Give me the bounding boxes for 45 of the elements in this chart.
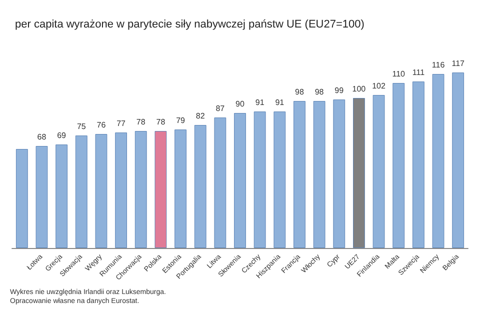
bar: [115, 132, 127, 248]
data-label: 69: [57, 131, 67, 140]
bar: [234, 113, 246, 248]
bar: [75, 136, 88, 248]
bar: [274, 112, 286, 248]
bar: [36, 146, 48, 248]
bar: [294, 101, 306, 248]
data-label: 68: [37, 132, 47, 142]
bar: [412, 82, 424, 248]
data-label: 82: [196, 112, 206, 120]
bar: [313, 101, 326, 248]
bar: [95, 134, 108, 248]
bar: [154, 131, 167, 248]
data-label: 117: [452, 59, 466, 68]
bar: [16, 149, 28, 248]
data-label: 100: [352, 84, 366, 94]
data-label: 102: [372, 82, 386, 90]
bar: [214, 118, 226, 248]
data-label: 110: [392, 70, 406, 78]
bar: [254, 112, 266, 248]
data-label: 75: [76, 122, 86, 131]
bar: [432, 74, 444, 248]
bar: [452, 72, 464, 248]
bar: [134, 131, 147, 248]
bar: [56, 144, 68, 248]
bar: [194, 125, 206, 248]
data-label: 79: [176, 116, 186, 125]
data-label: 111: [412, 68, 426, 77]
bar: [333, 100, 346, 248]
data-label: 99: [334, 86, 344, 95]
data-label: 77: [116, 119, 126, 128]
data-label: 91: [255, 98, 265, 107]
data-label: 76: [96, 120, 106, 130]
bar: [372, 95, 385, 248]
bar: [392, 83, 405, 248]
chart-title: per capita wyrażone w parytecie siły nabywczej państw UE (EU27=100): [15, 18, 364, 30]
data-label: 98: [314, 88, 324, 96]
data-label: 90: [236, 100, 245, 108]
data-label: 91: [275, 98, 285, 107]
data-label: 78: [136, 118, 146, 126]
data-label: 78: [156, 118, 166, 126]
bar: [174, 130, 186, 248]
data-label: 116: [432, 60, 446, 70]
data-label: 87: [216, 104, 226, 113]
data-label: 98: [295, 88, 304, 96]
